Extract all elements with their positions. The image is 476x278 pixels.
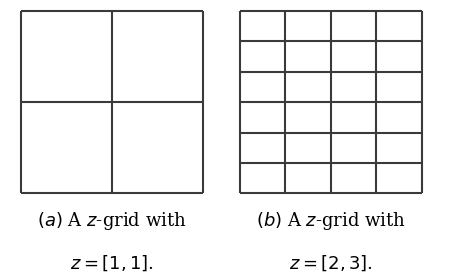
Text: $z = [1, 1]$.: $z = [1, 1]$. (70, 253, 154, 272)
Text: $z = [2, 3]$.: $z = [2, 3]$. (289, 253, 373, 272)
Text: $(a)$ A $z$-grid with: $(a)$ A $z$-grid with (37, 210, 187, 232)
Text: $(b)$ A $z$-grid with: $(b)$ A $z$-grid with (256, 210, 406, 232)
